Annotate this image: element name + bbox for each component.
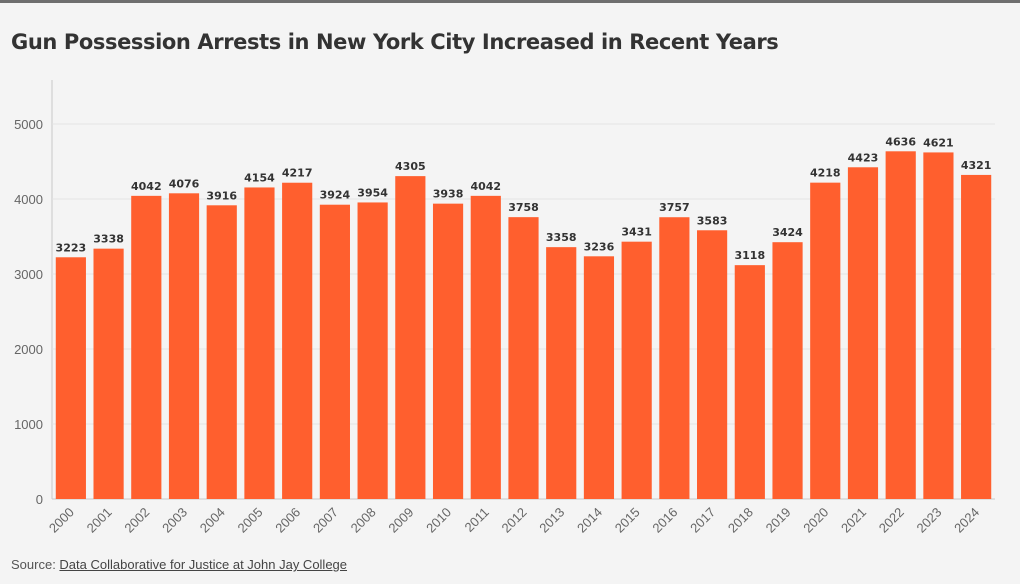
bar xyxy=(847,167,879,499)
bar xyxy=(470,195,501,499)
data-label: 4621 xyxy=(923,136,954,149)
data-label: 4423 xyxy=(848,151,879,164)
bar xyxy=(357,202,388,499)
data-label: 4217 xyxy=(282,167,313,180)
bar xyxy=(621,241,652,500)
bar xyxy=(885,151,916,500)
data-label: 4305 xyxy=(395,160,426,173)
data-label: 3954 xyxy=(357,186,388,199)
x-tick-label: 2023 xyxy=(913,505,944,536)
bar xyxy=(659,217,690,499)
bar xyxy=(697,230,728,499)
bar xyxy=(395,176,426,499)
bar xyxy=(583,256,615,499)
chart-title: Gun Possession Arrests in New York City … xyxy=(11,30,779,54)
x-tick-label: 2016 xyxy=(649,505,680,536)
source-label: Source: xyxy=(11,557,60,572)
data-label: 3223 xyxy=(56,241,87,254)
y-tick-label: 4000 xyxy=(14,192,43,207)
bar xyxy=(772,242,803,499)
x-tick-label: 2003 xyxy=(159,505,190,536)
bar xyxy=(131,195,162,499)
bar xyxy=(168,193,200,500)
bar xyxy=(923,152,954,500)
x-tick-label: 2012 xyxy=(499,505,530,536)
bar xyxy=(432,203,464,499)
x-tick-label: 2000 xyxy=(46,505,77,536)
x-tick-label: 2018 xyxy=(725,505,756,536)
x-tick-label: 2020 xyxy=(800,505,831,536)
x-tick-label: 2013 xyxy=(536,505,567,536)
y-tick-label: 1000 xyxy=(14,417,43,432)
bar xyxy=(508,217,539,499)
data-label: 4154 xyxy=(244,171,275,184)
data-label: 3424 xyxy=(772,226,803,239)
bars xyxy=(55,151,992,500)
x-tick-label: 2004 xyxy=(197,505,228,536)
x-tick-label: 2010 xyxy=(423,505,454,536)
x-tick-label: 2019 xyxy=(763,505,794,536)
bar xyxy=(244,187,275,499)
data-label: 4321 xyxy=(961,159,992,172)
data-label: 3431 xyxy=(621,226,652,239)
data-label: 3583 xyxy=(697,214,728,227)
x-tick-label: 2007 xyxy=(310,505,341,536)
x-tick-label: 2022 xyxy=(876,505,907,536)
bar xyxy=(55,257,86,499)
x-tick-label: 2015 xyxy=(612,505,643,536)
value-labels: 3223 3338 4042 4076 3916 4154 4217 3924 3954 4305… xyxy=(56,135,992,262)
x-tick-label: 2001 xyxy=(84,505,115,536)
x-tick-label: 2006 xyxy=(272,505,303,536)
y-axis-ticks: 0 1000 2000 3000 4000 5000 xyxy=(14,117,43,507)
data-label: 3938 xyxy=(433,188,464,201)
bar xyxy=(282,182,313,499)
data-label: 4042 xyxy=(470,180,501,193)
y-tick-label: 0 xyxy=(36,492,43,507)
bar xyxy=(810,182,841,499)
data-label: 3338 xyxy=(93,233,124,246)
x-tick-label: 2008 xyxy=(348,505,379,536)
data-label: 3916 xyxy=(206,189,237,202)
bar xyxy=(206,205,237,500)
bar xyxy=(319,204,350,499)
data-label: 3924 xyxy=(320,189,351,202)
top-rule xyxy=(0,0,1020,3)
y-tick-label: 2000 xyxy=(14,342,43,357)
data-label: 3118 xyxy=(735,249,766,262)
bar xyxy=(734,265,765,499)
data-label: 3358 xyxy=(546,231,577,244)
x-tick-label: 2024 xyxy=(951,505,982,536)
y-tick-label: 3000 xyxy=(14,267,43,282)
x-tick-label: 2011 xyxy=(462,505,492,535)
bar xyxy=(546,247,577,499)
source-note: Source: Data Collaborative for Justice a… xyxy=(11,557,347,572)
data-label: 3236 xyxy=(584,240,615,253)
data-label: 4636 xyxy=(885,135,916,148)
data-label: 4042 xyxy=(131,180,162,193)
bar xyxy=(961,174,992,500)
x-tick-label: 2002 xyxy=(121,505,152,536)
x-axis-ticks: 2000 2001 2002 2003 2004 2005 2006 2007 2008 2009… xyxy=(46,505,982,536)
bar xyxy=(93,248,124,499)
x-tick-label: 2021 xyxy=(838,505,869,536)
source-link[interactable]: Data Collaborative for Justice at John J… xyxy=(59,557,348,572)
x-tick-label: 2005 xyxy=(235,505,266,536)
x-tick-label: 2017 xyxy=(687,505,718,536)
x-tick-label: 2014 xyxy=(574,505,605,536)
x-tick-label: 2009 xyxy=(385,505,416,536)
data-label: 4218 xyxy=(810,167,841,180)
data-label: 3758 xyxy=(508,201,539,214)
y-tick-label: 5000 xyxy=(14,117,43,132)
data-label: 3757 xyxy=(659,201,690,214)
data-label: 4076 xyxy=(169,177,200,190)
